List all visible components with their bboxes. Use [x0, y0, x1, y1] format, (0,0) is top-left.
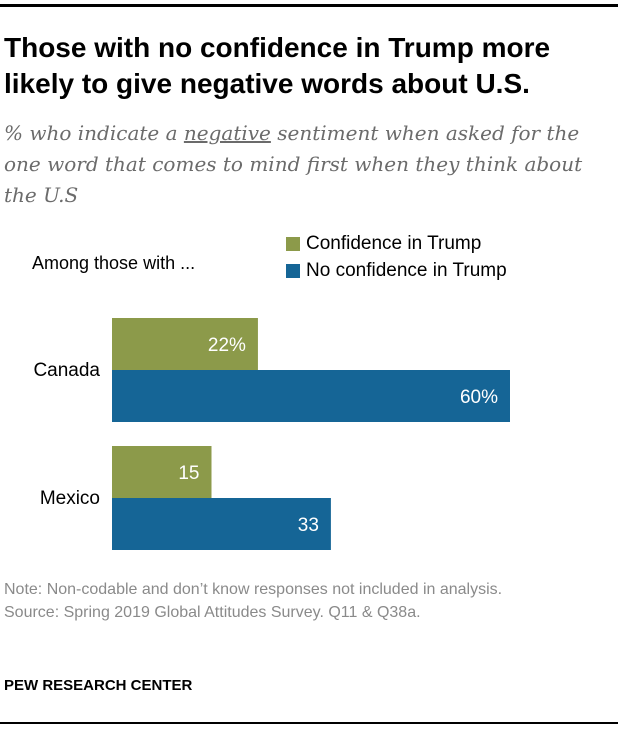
- subtitle-before: % who indicate a: [4, 121, 184, 145]
- top-rule: [0, 4, 618, 7]
- chart-title: Those with no confidence in Trump more l…: [4, 30, 616, 102]
- category-label-canada: Canada: [33, 360, 100, 381]
- pew-logo-text: PEW RESEARCH CENTER: [4, 677, 192, 694]
- legend-swatch-no-confidence: [286, 264, 300, 278]
- legend: Confidence in Trump No confidence in Tru…: [286, 230, 507, 284]
- source-text: Source: Spring 2019 Global Attitudes Sur…: [4, 601, 604, 624]
- chart-subtitle: % who indicate a negative sentiment when…: [4, 118, 616, 211]
- category-label-mexico: Mexico: [40, 488, 100, 509]
- note-text: Note: Non-codable and don’t know respons…: [4, 578, 604, 601]
- subtitle-underlined: negative: [184, 121, 271, 145]
- legend-item-confidence: Confidence in Trump: [286, 230, 507, 257]
- among-label: Among those with ...: [32, 253, 195, 274]
- data-label-canada-no-confidence: 60%: [460, 387, 498, 408]
- bar-canada-no-confidence: [112, 370, 510, 422]
- legend-label-no-confidence: No confidence in Trump: [306, 260, 507, 282]
- footnote: Note: Non-codable and don’t know respons…: [4, 578, 604, 624]
- bottom-rule: [0, 722, 618, 724]
- data-label-mexico-no-confidence: 33: [298, 515, 319, 536]
- data-label-mexico-confidence: 15: [178, 463, 199, 484]
- data-label-canada-confidence: 22%: [208, 335, 246, 356]
- bar-chart: Canada 22% 60% Mexico 15 33: [0, 300, 620, 560]
- legend-item-no-confidence: No confidence in Trump: [286, 257, 507, 284]
- legend-label-confidence: Confidence in Trump: [306, 233, 481, 255]
- legend-swatch-confidence: [286, 237, 300, 251]
